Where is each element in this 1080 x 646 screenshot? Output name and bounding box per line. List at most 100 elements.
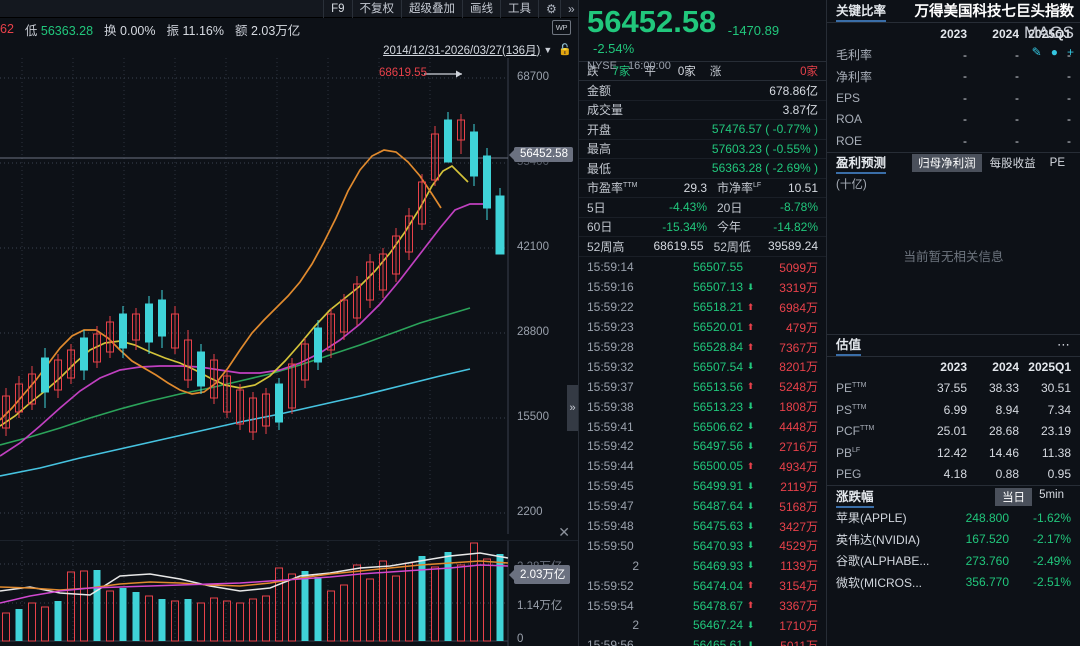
draw-button[interactable]: 画线 (462, 0, 500, 18)
constituents-rows[interactable]: 苹果(APPLE) 248.800 -1.62% 英伟达(NVIDIA) 167.520… (827, 507, 1080, 593)
index-name: 万得美国科技七巨头指数 (914, 4, 1075, 20)
key-ratio-value: - (963, 90, 967, 105)
f9-button[interactable]: F9 (323, 0, 351, 18)
tick-row[interactable]: 15:59:28 56528.84 ⬆ 7367万 (579, 337, 826, 357)
tick-trade-list[interactable]: 15:59:14 56507.55 5099万 15:59:16 56507.13 ⬇ 33… (579, 258, 826, 646)
close-icon[interactable]: ✕ (558, 524, 570, 540)
wp-badge-icon[interactable]: WP (552, 20, 571, 35)
ratio-label-2: 20日 (717, 200, 743, 215)
tick-time: 15:59:22 (587, 300, 634, 315)
constituent-name: 英伟达(NVIDIA) (836, 532, 921, 547)
overlay-button[interactable]: 超级叠加 (401, 0, 462, 18)
adjust-button[interactable]: 不复权 (351, 0, 402, 18)
tick-row[interactable]: 2 56469.93 ⬇ 1139万 (579, 556, 826, 576)
ratio-value-2: -8.78% (779, 200, 818, 215)
chevron-right-icon[interactable]: » (560, 0, 578, 18)
key-ratio-value: - (1067, 69, 1071, 84)
pencil-icon[interactable]: ✎ (1031, 45, 1042, 59)
lock-icon[interactable]: 🔓 (558, 44, 572, 56)
valuation-value: 6.99 (943, 402, 967, 417)
key-ratio-value: - (1015, 133, 1019, 148)
volume-chart[interactable]: 2.28万亿 1.14万亿 0 2.03万亿 (0, 540, 578, 646)
tick-row[interactable]: 2 56467.24 ⬇ 1710万 (579, 616, 826, 636)
prev-partial-value: 62 (0, 22, 14, 36)
tick-row[interactable]: 15:59:47 56487.64 ⬇ 5168万 (579, 496, 826, 516)
constituents-tabs[interactable]: 当日 5min (995, 487, 1071, 506)
key-ratio-value: - (963, 69, 967, 84)
constituent-row[interactable]: 苹果(APPLE) 248.800 -1.62% (827, 507, 1080, 529)
arrow-down-icon: ⬇ (746, 401, 755, 412)
valuation-label: PCFTTM (836, 424, 875, 439)
tick-row[interactable]: 15:59:48 56475.63 ⬇ 3427万 (579, 516, 826, 536)
arrow-down-icon: ⬇ (746, 500, 755, 511)
key-ratio-value: - (963, 112, 967, 127)
gear-icon[interactable]: ⚙ (538, 0, 560, 18)
constituent-row[interactable]: 谷歌(ALPHABE... 273.760 -2.49% (827, 550, 1080, 572)
valuation-value: 23.19 (1040, 424, 1071, 439)
tick-time: 15:59:45 (587, 479, 634, 494)
tick-price: 56513.23 (692, 399, 743, 414)
tools-button[interactable]: 工具 (500, 0, 538, 18)
stat-row: 开盘 57476.57 ( -0.77% ) (579, 120, 826, 140)
tab-pe[interactable]: PE (1049, 157, 1065, 169)
tick-row[interactable]: 15:59:14 56507.55 5099万 (579, 258, 826, 278)
tab-5min[interactable]: 5min (1039, 488, 1064, 501)
more-options-icon[interactable]: ⋯ (1057, 3, 1071, 18)
index-ticker: MAGS (1023, 23, 1074, 42)
arrow-up-icon: ⬆ (746, 341, 755, 352)
tick-row[interactable]: 15:59:37 56513.56 ⬆ 5248万 (579, 377, 826, 397)
tick-row[interactable]: 15:59:54 56478.67 ⬆ 3367万 (579, 596, 826, 616)
ratio-value-1: 68619.55 (653, 239, 704, 254)
fall-count: 7家 (612, 66, 631, 78)
date-range-row[interactable]: 2014/12/31-2026/03/27(136月) ▼ 🔓 (0, 41, 578, 58)
key-ratio-row: ROE - - - (827, 130, 1080, 152)
tab-eps[interactable]: 每股收益 (989, 158, 1036, 170)
chevron-down-icon[interactable]: ▼ (543, 44, 553, 55)
stat-row: 最低 56363.28 ( -2.69% ) (579, 159, 826, 179)
tick-row[interactable]: 15:59:41 56506.62 ⬇ 4448万 (579, 417, 826, 437)
constituent-row[interactable]: 英伟达(NVIDIA) 167.520 -2.17% (827, 529, 1080, 551)
ratio-value-1: -4.43% (668, 200, 707, 215)
valuation-row: PEG 4.18 0.88 0.95 (827, 464, 1080, 486)
tick-row[interactable]: 15:59:23 56520.01 ⬆ 479万 (579, 317, 826, 337)
tick-row[interactable]: 15:59:44 56500.05 ⬆ 4934万 (579, 456, 826, 476)
more-options-icon[interactable]: ⋯ (1057, 337, 1071, 352)
constituent-change: -2.17% (1032, 532, 1071, 547)
tick-price: 56528.84 (692, 340, 743, 354)
tick-row[interactable]: 15:59:42 56497.56 ⬇ 2716万 (579, 437, 826, 457)
tick-time: 15:59:41 (587, 419, 634, 434)
tick-row[interactable]: 15:59:52 56474.04 ⬆ 3154万 (579, 576, 826, 596)
tick-row[interactable]: 15:59:32 56507.54 ⬇ 8201万 (579, 357, 826, 377)
tick-row[interactable]: 15:59:50 56470.93 ⬇ 4529万 (579, 536, 826, 556)
tick-price: 56470.93 (692, 538, 743, 553)
panel-expander-button[interactable]: » (567, 385, 578, 431)
constituent-row[interactable]: 微软(MICROS... 356.770 -2.51% (827, 572, 1080, 594)
tick-row[interactable]: 15:59:22 56518.21 ⬆ 6984万 (579, 297, 826, 317)
tick-row[interactable]: 15:59:16 56507.13 ⬇ 3319万 (579, 277, 826, 297)
rise-count: 0家 (800, 66, 818, 78)
tick-row[interactable]: 15:59:45 56499.91 ⬇ 2119万 (579, 476, 826, 496)
key-ratio-value: - (963, 47, 967, 62)
valuation-value: 37.55 (936, 381, 967, 396)
valuation-label: PSTTM (836, 402, 867, 417)
bell-icon[interactable]: ● (1050, 45, 1058, 59)
tick-price: 56507.13 (692, 280, 743, 295)
price-chart[interactable]: 68700 55400 42100 28800 15500 2200 56452… (0, 58, 578, 534)
tick-row[interactable]: 15:59:56 56465.61 ⬇ 5011万 (579, 635, 826, 646)
tick-time: 15:59:50 (587, 538, 634, 553)
date-range-label[interactable]: 2014/12/31-2026/03/27(136月) (383, 44, 541, 57)
tick-price: 56518.21 (692, 300, 743, 315)
volume-chart-canvas (0, 541, 578, 646)
valuation-row: PBLF 12.42 14.46 11.38 (827, 442, 1080, 464)
forecast-tabs[interactable]: 归母净利润 每股收益 PE (910, 154, 1071, 172)
stat-value: 56363.28 ( -2.69% ) (711, 161, 818, 176)
tick-row[interactable]: 15:59:38 56513.23 ⬇ 1808万 (579, 397, 826, 417)
tab-net-profit[interactable]: 归母净利润 (912, 154, 982, 172)
tick-time: 15:59:48 (587, 519, 634, 534)
plus-icon[interactable]: + (1066, 45, 1074, 59)
tick-volume: 5011万 (780, 638, 818, 646)
tick-price: 56507.54 (692, 359, 743, 374)
tab-today[interactable]: 当日 (995, 487, 1033, 506)
tick-volume: 7367万 (779, 340, 818, 355)
